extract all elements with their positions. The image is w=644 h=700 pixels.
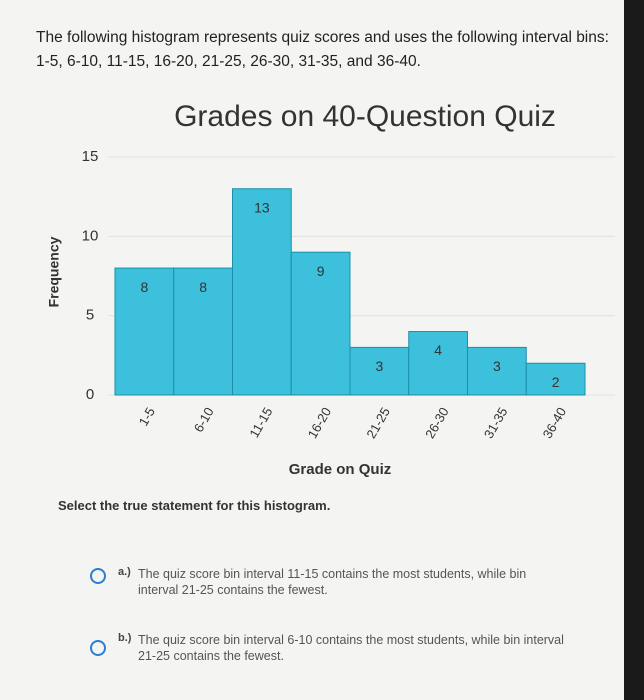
y-tick-label: 10 (82, 227, 99, 244)
x-tick-label: 36-40 (540, 405, 570, 441)
radio-button[interactable] (90, 568, 106, 584)
y-tick-label: 5 (86, 307, 94, 324)
value-label: 3 (493, 358, 501, 374)
x-axis-label: Grade on Quiz (289, 461, 392, 478)
prompt: Select the true statement for this histo… (58, 498, 331, 513)
page: The following histogram represents quiz … (0, 0, 624, 700)
bar (290, 251, 351, 396)
y-axis-label: Frequency (46, 236, 62, 307)
x-tick-label: 21-25 (363, 405, 393, 441)
option-text: The quiz score bin interval 6-10 contain… (138, 633, 564, 663)
value-label: 13 (254, 199, 270, 215)
x-tick-label: 16-20 (305, 405, 335, 441)
chart: Grades on 40-Question Quiz Grade on Quiz… (46, 100, 615, 478)
bar (114, 267, 175, 396)
x-tick-label: 26-30 (422, 405, 452, 441)
value-label: 8 (140, 279, 148, 295)
x-tick-label: 6-10 (191, 405, 217, 435)
radio-button[interactable] (90, 640, 106, 656)
y-tick-label: 0 (86, 386, 94, 403)
bar (408, 331, 468, 396)
value-label: 3 (375, 358, 383, 374)
x-tick-label: 11-15 (246, 405, 275, 440)
value-label: 9 (317, 263, 325, 279)
value-label: 8 (199, 279, 207, 295)
option-text: The quiz score bin interval 11-15 contai… (138, 567, 527, 597)
bar (525, 362, 586, 396)
bar (467, 346, 527, 396)
option-label: b.) (118, 632, 132, 644)
value-label: 2 (552, 374, 560, 390)
option-label: a.) (118, 566, 131, 578)
bar (173, 267, 233, 396)
x-tick-label: 31-35 (481, 405, 511, 441)
value-label: 4 (434, 342, 442, 358)
x-tick-label: 1-5 (136, 405, 158, 429)
bar (349, 346, 410, 396)
y-tick-label: 15 (82, 148, 99, 165)
bar (232, 188, 292, 396)
intro: The following histogram represents quiz … (36, 29, 609, 70)
chart-title: Grades on 40-Question Quiz (174, 100, 556, 133)
